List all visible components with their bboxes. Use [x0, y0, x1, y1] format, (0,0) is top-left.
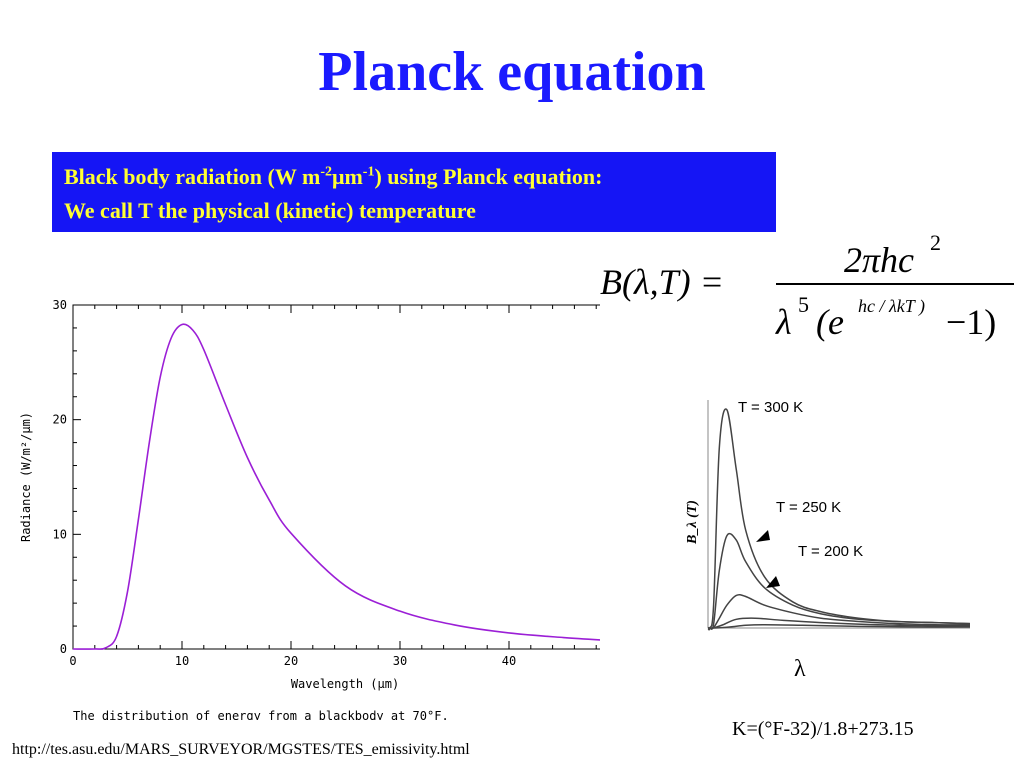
- main-y-tick-label: 20: [53, 413, 67, 427]
- main-x-tick-label: 10: [175, 654, 189, 668]
- info-line-1-post: ) using Planck equation:: [374, 164, 603, 189]
- main-y-tick-label: 0: [60, 642, 67, 656]
- main-y-tick-label: 30: [53, 298, 67, 312]
- formula-numerator-exp: 2: [930, 230, 941, 255]
- formula-numerator: 2πhc: [844, 240, 914, 280]
- main-x-tick-label: 30: [393, 654, 407, 668]
- main-y-tick-label: 10: [53, 527, 67, 541]
- formula-den-open: (e: [816, 302, 844, 342]
- inset-label-250k: T = 250 K: [776, 499, 841, 516]
- inset-temperature-chart: B_λ (T) T = 300 K T = 250 K T = 200 K: [685, 399, 970, 631]
- main-plot-frame: [72, 304, 600, 650]
- inset-series-line-3: [707, 617, 970, 629]
- info-line-1-sup1: -2: [320, 164, 332, 180]
- source-url[interactable]: http://tes.asu.edu/MARS_SURVEYOR/MGSTES/…: [12, 741, 470, 758]
- inset-y-axis-label: B_λ (T): [685, 500, 700, 545]
- blackbody-radiance-chart: 010203040500102030 Wavelength (μm) Radia…: [19, 298, 600, 720]
- main-chart-caption: The distribution of energy from a blackb…: [73, 709, 449, 720]
- temperature-conversion: K=(°F-32)/1.8+273.15: [732, 718, 914, 740]
- main-x-tick-label: 20: [284, 654, 298, 668]
- info-box: Black body radiation (W m-2μm-1) using P…: [52, 152, 776, 232]
- info-line-1-mid: m: [344, 164, 363, 189]
- info-line-1-pre: Black body radiation (W m: [64, 164, 321, 189]
- formula-den-close: −1): [946, 302, 996, 342]
- main-x-tick-label: 0: [69, 654, 76, 668]
- formula-den-exp: hc / λkT ): [858, 296, 925, 317]
- inset-label-200k: T = 200 K: [798, 543, 863, 560]
- main-y-axis-label: Radiance (W/m²/μm): [19, 412, 33, 542]
- slide-title: Planck equation: [318, 41, 706, 103]
- inset-label-300k: T = 300 K: [738, 399, 803, 416]
- main-series-line: [72, 323, 600, 650]
- main-x-axis-label: Wavelength (μm): [291, 677, 399, 691]
- lambda-axis-symbol: λ: [794, 656, 806, 682]
- info-line-1-sup2: -1: [362, 164, 375, 180]
- inset-series-line-2: [707, 593, 970, 630]
- formula-lhs: B(λ,T) =: [600, 262, 724, 302]
- info-line-1: Black body radiation (W m-2μm-1) using P…: [64, 164, 602, 190]
- inset-series-line-1: [707, 532, 970, 630]
- inset-series-line-4: [707, 623, 970, 629]
- inset-arrow-250k: [756, 530, 770, 542]
- info-line-1-mu: μ: [331, 164, 345, 189]
- formula-den-lambda-exp: 5: [798, 292, 809, 317]
- main-x-tick-label: 40: [502, 654, 516, 668]
- inset-arrow-200k: [766, 576, 780, 588]
- planck-formula: B(λ,T) = 2πhc 2 λ 5 (e hc / λkT ) −1): [600, 230, 1014, 342]
- info-line-2: We call T the physical (kinetic) tempera…: [64, 198, 476, 223]
- formula-den-lambda: λ: [775, 302, 792, 342]
